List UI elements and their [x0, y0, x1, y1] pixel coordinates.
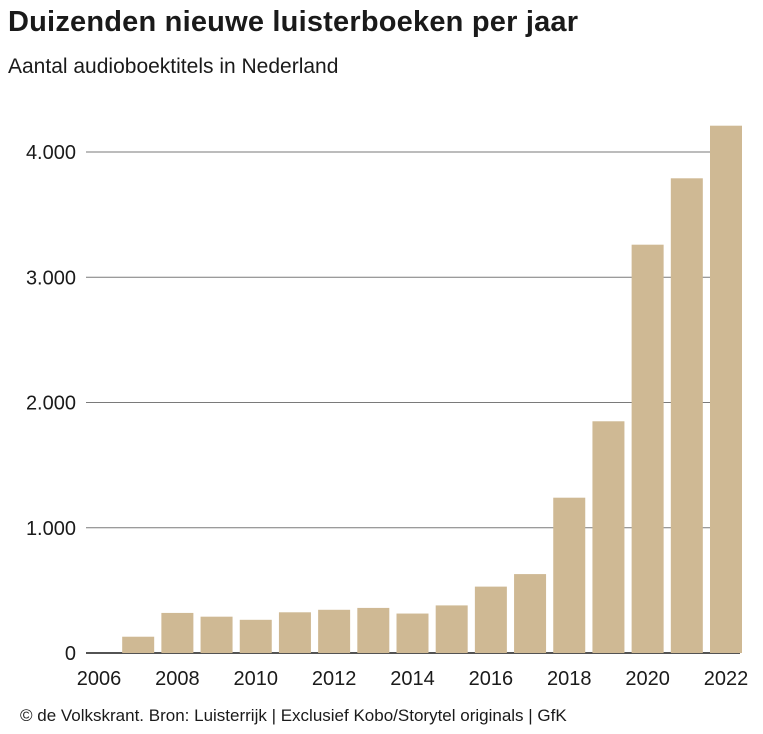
- chart-title: Duizenden nieuwe luisterboeken per jaar: [8, 6, 579, 38]
- bar-2011: [278, 612, 311, 653]
- x-tick-label: 2020: [625, 668, 670, 690]
- x-tick-label: 2018: [547, 668, 592, 690]
- x-tick-label: 2016: [469, 668, 514, 690]
- chart-subtitle: Aantal audioboektitels in Nederland: [8, 55, 339, 78]
- bar-2020: [631, 244, 664, 653]
- bar-2018: [553, 497, 586, 653]
- source-note: © de Volkskrant. Bron: Luisterrijk | Exc…: [20, 706, 567, 725]
- y-tick-label: 4.000: [26, 142, 76, 164]
- bar-2019: [592, 421, 625, 653]
- x-tick-label: 2022: [704, 668, 749, 690]
- bar-2015: [435, 605, 468, 653]
- bar-2012: [318, 609, 351, 653]
- y-tick-label: 0: [65, 643, 76, 665]
- bar-2013: [357, 607, 390, 653]
- bar-2021: [670, 178, 703, 654]
- y-tick-label: 1.000: [26, 518, 76, 540]
- x-tick-label: 2006: [77, 668, 122, 690]
- bar-2009: [200, 616, 233, 653]
- bar-2007: [122, 636, 155, 653]
- bar-2016: [474, 586, 507, 653]
- bar-2008: [161, 612, 194, 653]
- x-tick-label: 2014: [390, 668, 435, 690]
- y-tick-label: 2.000: [26, 393, 76, 415]
- bar-2017: [514, 574, 547, 653]
- x-tick-label: 2012: [312, 668, 357, 690]
- x-tick-label: 2008: [155, 668, 200, 690]
- bar-2010: [239, 619, 272, 653]
- bar-2014: [396, 613, 429, 653]
- bar-2022: [710, 125, 742, 653]
- y-tick-label: 3.000: [26, 267, 76, 289]
- x-tick-label: 2010: [234, 668, 279, 690]
